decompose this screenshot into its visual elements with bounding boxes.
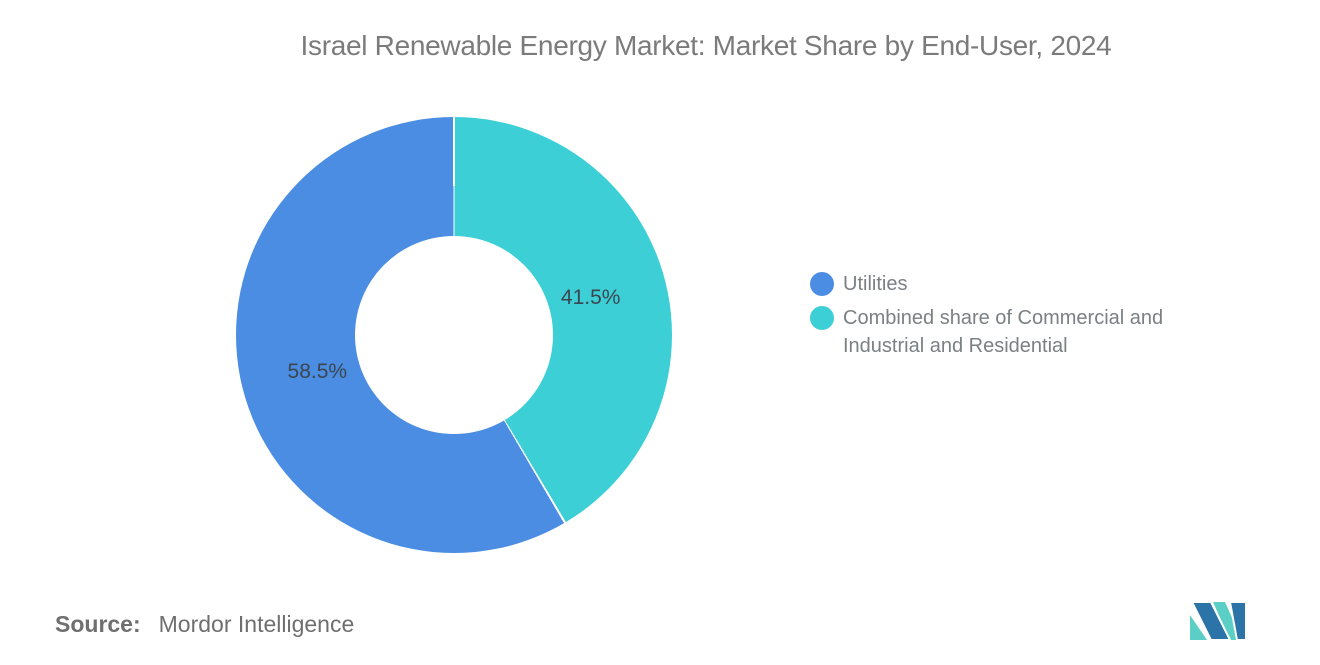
legend-item-utilities: Utilities: [810, 270, 1230, 298]
source-label: Source:: [55, 611, 141, 637]
chart-title: Israel Renewable Energy Market: Market S…: [300, 30, 1112, 61]
legend-swatch-icon: [810, 306, 834, 330]
donut-hole: [355, 236, 553, 434]
legend: Utilities Combined share of Commercial a…: [810, 270, 1230, 366]
slice-label-utilities: 58.5%: [287, 360, 348, 384]
donut-chart: 41.5% 58.5%: [236, 117, 672, 553]
legend-item-label: Combined share of Commercial and Industr…: [843, 307, 1164, 357]
source-note: Source: Mordor Intelligence: [55, 611, 354, 638]
legend-swatch-icon: [810, 272, 834, 296]
legend-item-combined: Combined share of Commercial and Industr…: [810, 304, 1230, 360]
slice-label-combined: 41.5%: [560, 285, 621, 309]
legend-item-label: Utilities: [843, 273, 908, 295]
mordor-intelligence-logo: [1190, 602, 1246, 640]
source-value: Mordor Intelligence: [158, 611, 355, 637]
